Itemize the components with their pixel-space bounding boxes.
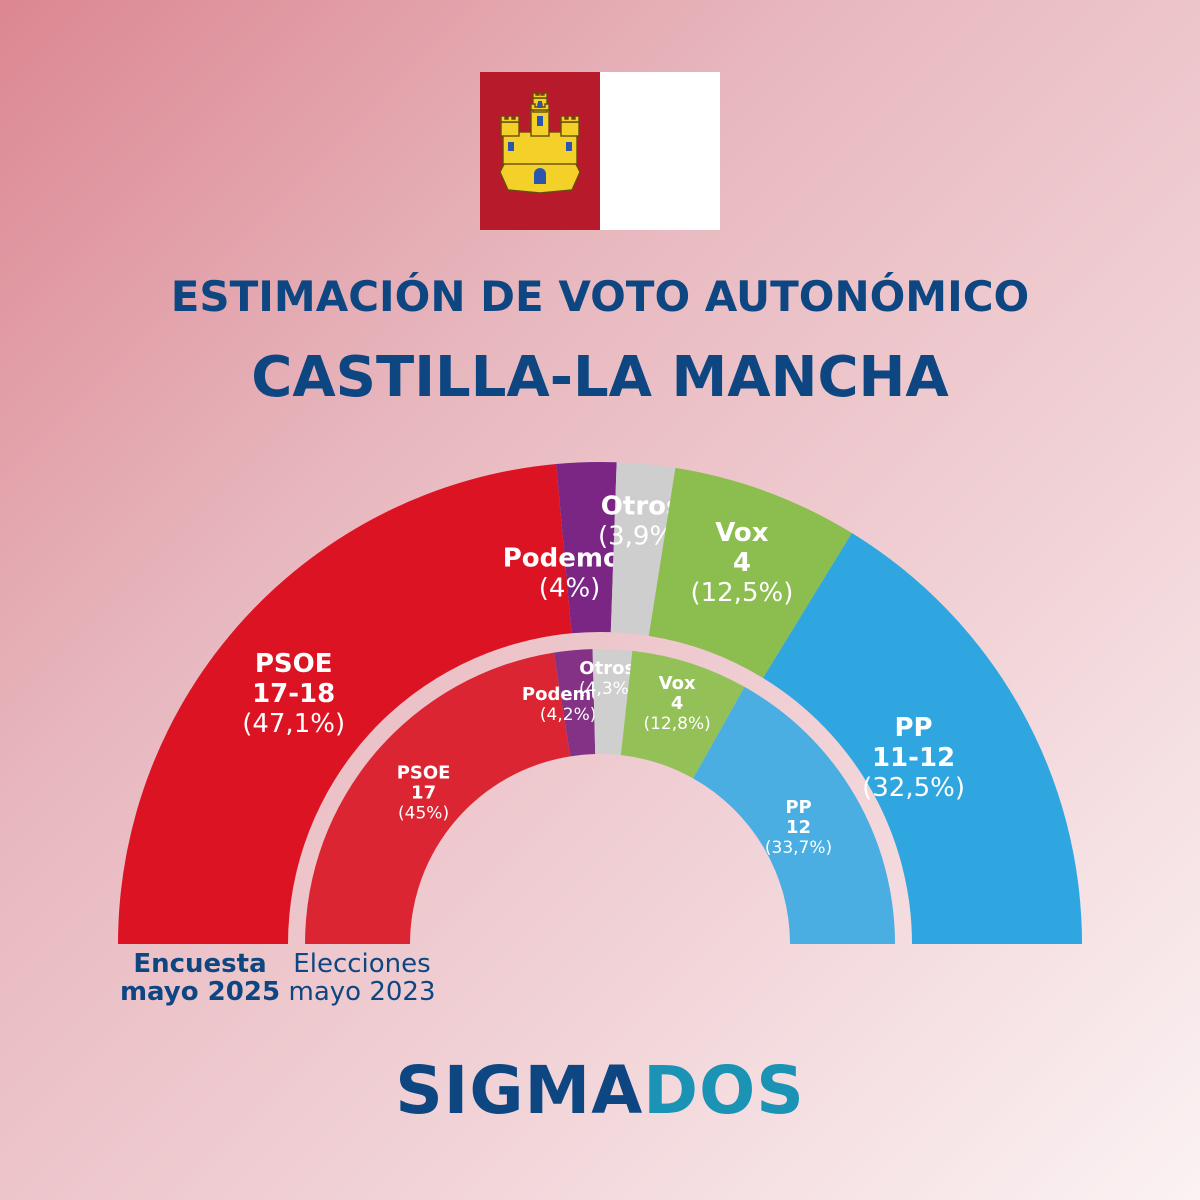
survey-pp-label: (32,5%): [862, 773, 965, 803]
survey-pp-slice: [763, 533, 1082, 944]
election-psoe-label: PSOE: [397, 762, 451, 783]
survey-pp-label: PP: [894, 713, 932, 743]
survey-psoe-label: PSOE: [255, 649, 333, 679]
survey-psoe-label: (47,1%): [242, 709, 345, 739]
election-podemos-label: Podemos: [522, 684, 615, 705]
election-podemos-slice: [553, 649, 596, 757]
logo-part-dos: DOS: [643, 1052, 805, 1129]
election-vox-label: Vox: [659, 673, 696, 694]
election-otros-label: Otros: [579, 658, 635, 679]
election-otros-label: (4,3%): [579, 679, 635, 699]
survey-otros-slice: [610, 462, 676, 636]
chart-title: ESTIMACIÓN DE VOTO AUTONÓMICO: [170, 272, 1030, 321]
survey-podemos-label: (4%): [539, 574, 601, 604]
election-pp-label: (33,7%): [765, 838, 832, 858]
election-psoe-label: (45%): [398, 803, 449, 823]
election-caption-line: Elecciones: [293, 949, 431, 979]
election-pp-label: 12: [786, 817, 811, 838]
election-vox-label: 4: [671, 693, 684, 714]
castle-windows: [508, 101, 572, 184]
sigmados-logo: SIGMADOS: [0, 1052, 1200, 1129]
survey-caption: Encuesta mayo 2025: [100, 950, 300, 1006]
survey-caption-line: mayo 2025: [119, 977, 281, 1007]
election-caption-line: mayo 2023: [288, 977, 436, 1007]
election-otros-slice: [592, 649, 633, 756]
logo-part-sigma: SIGMA: [395, 1052, 644, 1129]
election-caption: Elecciones mayo 2023: [262, 950, 462, 1006]
castilla-la-mancha-flag: [480, 72, 720, 230]
election-psoe-slice: [305, 652, 571, 944]
chart-subtitle: CASTILLA-LA MANCHA: [251, 345, 949, 410]
survey-vox-label: 4: [733, 548, 751, 578]
survey-caption-line: Encuesta: [133, 949, 267, 979]
survey-vox-slice: [648, 467, 852, 678]
survey-vox-label: (12,5%): [690, 578, 793, 608]
survey-vox-label: Vox: [715, 518, 769, 548]
survey-podemos-slice: [556, 462, 617, 634]
survey-pp-label: 11-12: [872, 743, 955, 773]
survey-psoe-label: 17-18: [252, 679, 335, 709]
election-vox-slice: [620, 650, 745, 779]
election-pp-slice: [693, 686, 895, 944]
survey-psoe-slice: [118, 463, 572, 944]
election-pp-label: PP: [785, 797, 811, 818]
election-psoe-label: 17: [411, 782, 436, 803]
election-podemos-label: (4,2%): [540, 705, 596, 725]
election-vox-label: (12,8%): [643, 714, 710, 734]
flag-white-half: [600, 72, 720, 230]
